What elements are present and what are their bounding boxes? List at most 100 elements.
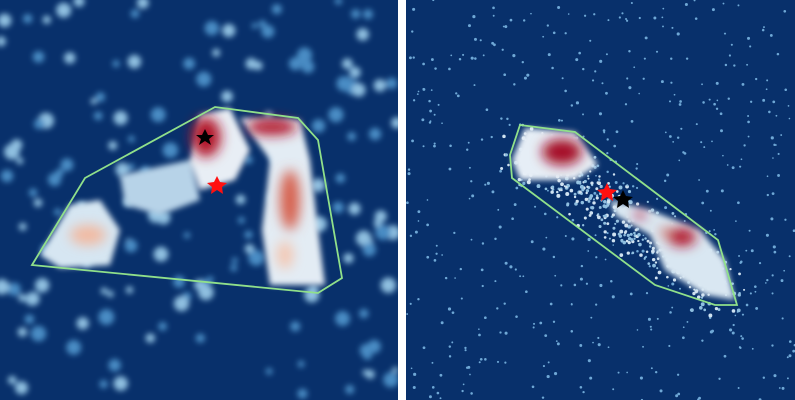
speckle [525, 290, 528, 294]
speckle [460, 297, 463, 300]
speckle [560, 189, 563, 192]
speckle [749, 45, 752, 48]
speckle [368, 127, 382, 141]
speckle [448, 67, 451, 71]
speckle [680, 127, 683, 130]
speckle [740, 335, 743, 338]
speckle [18, 222, 27, 231]
speckle [602, 129, 606, 132]
speckle [297, 360, 305, 368]
speckle [778, 387, 781, 389]
speckle [407, 168, 411, 171]
speckle [766, 79, 769, 82]
speckle [580, 264, 584, 268]
speckle [739, 346, 742, 349]
speckle [703, 146, 706, 149]
speckle [662, 25, 664, 28]
speckle [777, 152, 780, 155]
speckle [578, 180, 582, 184]
speckle [670, 81, 673, 84]
speckle [747, 120, 750, 124]
speckle [407, 172, 411, 176]
speckle [112, 60, 120, 68]
speckle [478, 333, 481, 337]
speckle [592, 341, 594, 344]
speckle [428, 99, 431, 103]
speckle [568, 212, 571, 216]
speckle [775, 114, 778, 117]
speckle [654, 370, 658, 374]
speckle [422, 145, 425, 148]
speckle [587, 199, 591, 203]
speckle [606, 222, 610, 226]
speckle [431, 361, 434, 364]
speckle [439, 373, 443, 377]
speckle [627, 190, 632, 194]
speckle [431, 386, 435, 389]
speckle [747, 36, 751, 40]
speckle [696, 295, 701, 299]
speckle [750, 249, 754, 253]
speckle [462, 53, 465, 56]
speckle [595, 187, 599, 191]
speckle [348, 202, 361, 215]
speckle [762, 376, 766, 379]
speckle [441, 122, 443, 125]
speckle [499, 331, 502, 334]
speckle [651, 246, 655, 250]
speckle [772, 245, 776, 249]
speckle [603, 221, 607, 225]
speckle [671, 26, 674, 29]
speckle [545, 236, 548, 239]
speckle [14, 381, 29, 395]
speckle [762, 98, 766, 102]
speckle [230, 264, 238, 272]
speckle [546, 374, 550, 379]
speckle [544, 334, 548, 337]
speckle [733, 64, 736, 67]
speckle [599, 283, 603, 288]
speckle [656, 257, 660, 261]
speckle [638, 242, 642, 247]
speckle [497, 208, 500, 211]
speckle [777, 174, 780, 177]
speckle [380, 277, 397, 293]
speckle [703, 308, 707, 312]
speckle [386, 77, 398, 90]
speckle [565, 185, 568, 189]
speckle [492, 6, 495, 10]
speckle [564, 32, 567, 35]
speckle [698, 179, 701, 181]
speckle [612, 244, 615, 246]
speckle [688, 285, 692, 289]
speckle [481, 284, 484, 288]
speckle [30, 325, 47, 342]
speckle [440, 321, 444, 325]
speckle [343, 253, 354, 264]
speckle [624, 103, 628, 106]
speckle [258, 20, 267, 28]
speckle [128, 135, 135, 143]
speckle [115, 162, 130, 177]
speckle [683, 152, 687, 155]
speckle [33, 118, 45, 130]
speckle [581, 188, 585, 192]
speckle [655, 197, 659, 200]
speckle [784, 218, 787, 221]
speckle [521, 60, 524, 64]
speckle [765, 233, 769, 237]
speckle [66, 340, 82, 355]
speckle [566, 203, 570, 207]
speckle [375, 224, 391, 241]
speckle [731, 309, 736, 313]
speckle [787, 104, 790, 107]
speckle [668, 344, 671, 348]
speckle [106, 313, 113, 320]
speckle [271, 4, 282, 15]
speckle [158, 322, 167, 331]
speckle [772, 100, 776, 104]
speckle [595, 303, 598, 306]
speckle [373, 79, 387, 92]
background [406, 0, 795, 400]
speckle [98, 309, 115, 326]
